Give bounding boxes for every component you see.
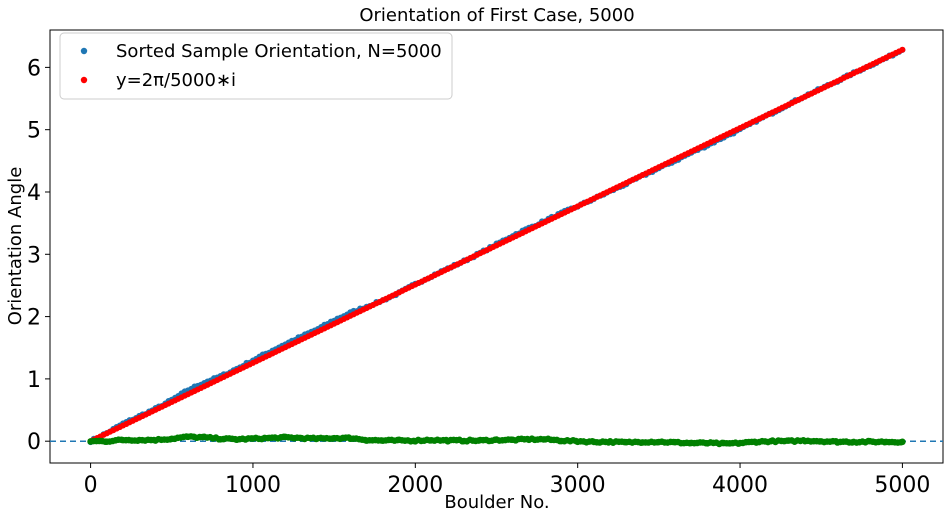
x-tick-label: 1000 [225, 473, 281, 498]
x-tick-label: 2000 [387, 473, 443, 498]
chart-title: Orientation of First Case, 5000 [359, 5, 634, 26]
legend-label-sorted-sample: Sorted Sample Orientation, N=5000 [116, 41, 442, 62]
series-1 [87, 46, 906, 445]
x-tick-label: 3000 [550, 473, 606, 498]
x-axis-label: Boulder No. [444, 492, 549, 513]
legend: Sorted Sample Orientation, N=5000 y=2π/5… [59, 32, 453, 100]
y-tick-label: 0 [27, 430, 41, 455]
data-marks [50, 46, 943, 448]
series-2-point [899, 438, 906, 446]
x-tick-label: 0 [84, 473, 98, 498]
legend-label-reference-line: y=2π/5000∗i [116, 70, 236, 91]
legend-box [59, 32, 453, 100]
y-axis-ticks: 0 1 2 3 4 5 6 [27, 56, 50, 455]
y-tick-label: 4 [27, 181, 41, 206]
legend-marker-reference-line [80, 76, 88, 84]
y-axis-label: Orientation Angle [5, 167, 26, 326]
y-tick-label: 1 [27, 368, 41, 393]
x-tick-label: 5000 [874, 473, 930, 498]
y-tick-label: 2 [27, 306, 41, 331]
y-tick-label: 6 [27, 56, 41, 81]
series-2 [87, 433, 906, 448]
legend-marker-sorted-sample [80, 47, 88, 55]
series-1-point [899, 46, 906, 53]
x-axis-ticks: 0 1000 2000 3000 4000 5000 [84, 463, 930, 498]
x-tick-label: 4000 [712, 473, 768, 498]
y-tick-label: 5 [27, 119, 41, 144]
plot-area [49, 29, 944, 464]
y-tick-label: 3 [27, 243, 41, 268]
